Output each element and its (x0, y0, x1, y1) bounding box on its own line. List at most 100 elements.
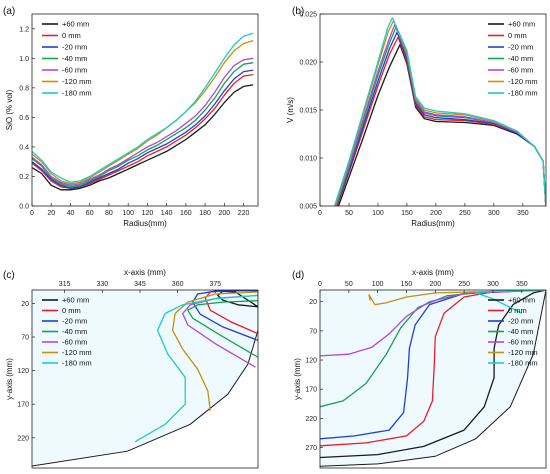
x-tick-label: 375 (209, 281, 221, 288)
x-tick-label: 180 (199, 210, 211, 217)
legend-label: -40 mm (62, 327, 87, 336)
legend: +60 mm0 mm-20 mm-40 mm-60 mm-120 mm-180 … (488, 20, 538, 98)
x-tick-label: 150 (401, 281, 413, 288)
legend-label: -120 mm (62, 77, 92, 86)
y-tick-label: 0.6 (19, 115, 29, 122)
x-tick-label: 250 (459, 210, 471, 217)
legend-label: -60 mm (62, 338, 87, 347)
panel-label: (a) (3, 6, 15, 17)
y-tick-label: 1.2 (19, 26, 29, 33)
y-tick-label: 0.4 (19, 144, 29, 151)
x-tick-label: 40 (67, 210, 75, 217)
series-line (217, 290, 258, 308)
y-tick-label: 0.2 (19, 174, 29, 181)
series-line (187, 300, 258, 358)
x-tick-label: 100 (122, 210, 134, 217)
legend-label: -60 mm (508, 66, 533, 75)
x-tick-label: 100 (372, 281, 384, 288)
panel-a: (a) 0 20 40 60 80 100 120 140 160 180 200 220 0.0 0.2 0… (3, 6, 259, 228)
y-tick-label: 170 (305, 387, 317, 394)
x-tick-label: 50 (345, 281, 353, 288)
domain-boundary (320, 290, 546, 467)
legend: +60 mm0 mm-20 mm-40 mm-60 mm-120 mm-180 … (488, 296, 538, 368)
legend-label: -40 mm (62, 54, 87, 63)
x-tick-label: 150 (401, 210, 413, 217)
y-tick-label: 120 (305, 358, 317, 365)
y-axis-label: y-axis (mm) (293, 358, 302, 400)
legend-label: 0 mm (508, 306, 527, 315)
y-tick-label: 0.8 (19, 85, 29, 92)
x-tick-label: 345 (134, 281, 146, 288)
legend-label: 0 mm (508, 31, 527, 40)
x-tick-label: 350 (516, 281, 528, 288)
y-axis-label: SiO (% vol) (5, 89, 14, 130)
panel-label: (c) (3, 270, 15, 281)
y-tick-label: 20 (21, 301, 29, 308)
series-line (475, 290, 546, 314)
series-line (32, 69, 254, 189)
x-tick-label: 0 (318, 210, 322, 217)
legend-label: -60 mm (508, 338, 533, 347)
x-tick-label: 50 (345, 210, 353, 217)
x-tick-label: 160 (180, 210, 192, 217)
legend-label: 0 mm (62, 31, 81, 40)
legend: +60 mm0 mm-20 mm-40 mm-60 mm-120 mm-180 … (42, 296, 92, 368)
x-tick-label: 300 (487, 281, 499, 288)
x-tick-label: 300 (488, 210, 500, 217)
y-tick-label: 0.020 (299, 60, 317, 67)
legend-label: +60 mm (508, 20, 535, 29)
x-axis-label: Radius(mm) (411, 219, 455, 228)
x-tick-label: 100 (372, 210, 384, 217)
domain-boundary (32, 290, 258, 467)
series-line (192, 290, 258, 342)
y-tick-label: 0.0 (19, 204, 29, 211)
plot-frame (31, 289, 259, 469)
series-line (320, 290, 546, 447)
x-tick-label: 350 (517, 210, 529, 217)
legend-label: +60 mm (62, 20, 89, 29)
y-tick-label: 0.025 (299, 12, 317, 19)
legend-label: -20 mm (508, 317, 533, 326)
y-tick-label: 20 (309, 299, 317, 306)
x-tick-label: 60 (86, 210, 94, 217)
x-tick-label: 220 (238, 210, 250, 217)
panel-label: (d) (292, 270, 304, 281)
legend-label: -180 mm (508, 359, 538, 368)
y-tick-label: 70 (21, 335, 29, 342)
legend-label: -120 mm (62, 348, 92, 357)
legend-label: -180 mm (62, 359, 92, 368)
plot-frame (319, 289, 547, 469)
legend-label: -180 mm (62, 89, 92, 98)
x-tick-label: 250 (458, 281, 470, 288)
series-line (32, 84, 254, 191)
legend-label: +60 mm (62, 296, 89, 305)
x-tick-label: 0 (30, 210, 34, 217)
x-tick-label: 360 (172, 281, 184, 288)
panel-b: (b) 0 50 100 150 200 250 300 350 0.005 0.010 0.015 0… (286, 6, 547, 228)
y-tick-label: 0.005 (299, 204, 317, 211)
y-axis-label: y-axis (mm) (5, 358, 14, 400)
legend-label: -20 mm (62, 317, 87, 326)
series-line (320, 290, 546, 357)
x-axis-label: x-axis (mm) (124, 268, 166, 277)
x-tick-label: 80 (105, 210, 113, 217)
x-tick-label: 200 (429, 281, 441, 288)
legend-label: -20 mm (62, 43, 87, 52)
x-tick-label: 200 (430, 210, 442, 217)
legend-label: -20 mm (508, 43, 533, 52)
panel-d: (d) 0 50 100 150 200 250 300 350 20 70 120 170 220 270… (292, 268, 547, 469)
y-tick-label: 120 (17, 368, 29, 375)
y-tick-label: 220 (305, 416, 317, 423)
panel-label: (b) (292, 6, 304, 17)
series-line (32, 57, 254, 186)
series-line (171, 291, 258, 411)
legend-label: -40 mm (508, 327, 533, 336)
x-axis-label: Radius(mm) (123, 219, 167, 228)
series-line (320, 290, 546, 440)
series-line (32, 32, 254, 184)
x-tick-label: 315 (59, 281, 71, 288)
x-tick-label: 330 (96, 281, 108, 288)
y-tick-label: 0.010 (299, 156, 317, 163)
legend-label: -120 mm (508, 77, 538, 86)
series-line (134, 294, 258, 443)
